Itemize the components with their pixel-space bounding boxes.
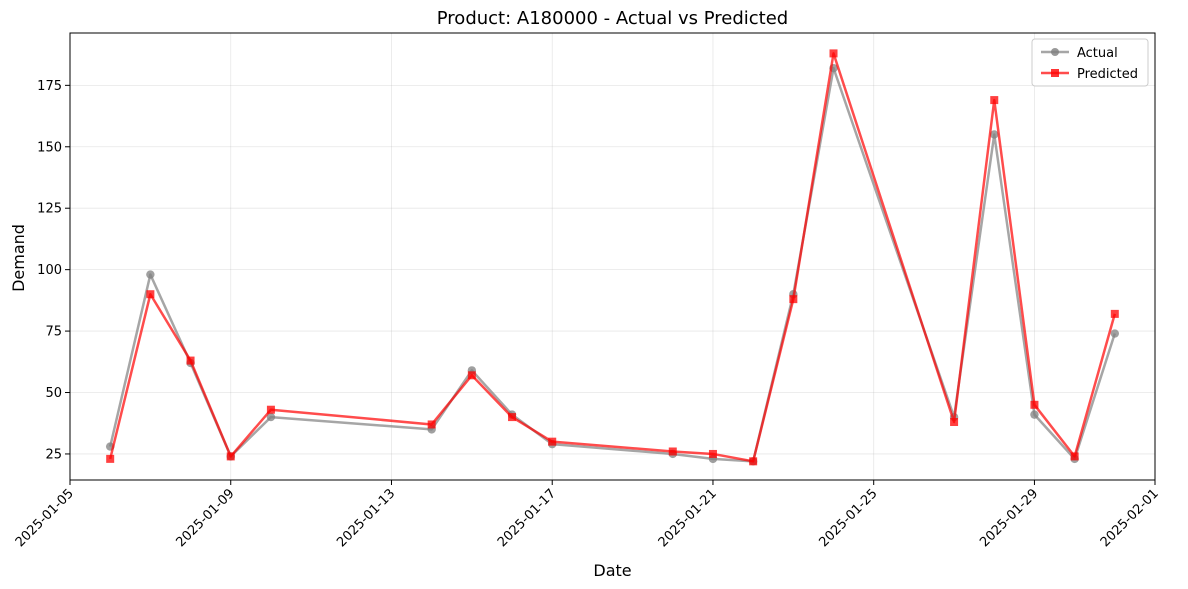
y-tick-label: 75 xyxy=(45,325,62,340)
y-tick-label: 100 xyxy=(37,263,62,278)
data-point-predicted xyxy=(106,454,115,463)
data-point-predicted xyxy=(226,452,235,461)
data-point-predicted xyxy=(548,437,557,446)
data-point-predicted xyxy=(1110,309,1119,318)
data-point-predicted xyxy=(427,420,436,429)
plot-area-frame xyxy=(69,32,1156,481)
data-point-predicted xyxy=(467,371,476,380)
data-point-predicted xyxy=(749,457,758,466)
grid-lines xyxy=(69,33,1156,480)
x-axis-label: Date xyxy=(593,561,631,580)
data-point-predicted xyxy=(990,96,999,105)
legend-marker-actual xyxy=(1051,48,1059,56)
y-tick-label: 150 xyxy=(37,140,62,155)
data-point-predicted xyxy=(668,447,677,456)
data-point-actual xyxy=(990,130,999,139)
data-point-predicted xyxy=(708,449,717,458)
y-tick-label: 50 xyxy=(45,386,62,401)
data-point-actual xyxy=(1030,410,1039,419)
data-point-actual xyxy=(1110,329,1120,338)
data-point-predicted xyxy=(789,295,798,304)
y-tick-label: 25 xyxy=(45,447,62,462)
data-point-predicted xyxy=(508,413,517,422)
series-group xyxy=(105,49,1120,466)
data-point-predicted xyxy=(829,49,838,58)
data-point-predicted xyxy=(1030,400,1039,409)
chart-title: Product: A180000 - Actual vs Predicted xyxy=(437,8,788,29)
y-axis-label: Demand xyxy=(9,224,28,292)
legend: Actual Predicted xyxy=(1031,38,1149,87)
legend-label-predicted: Predicted xyxy=(1077,67,1138,82)
data-point-predicted xyxy=(950,418,959,427)
data-point-predicted xyxy=(1070,452,1079,461)
legend-marker-predicted xyxy=(1051,69,1059,77)
data-point-actual xyxy=(266,412,276,422)
legend-label-actual: Actual xyxy=(1077,46,1118,61)
data-point-predicted xyxy=(146,290,155,299)
y-tick-label: 175 xyxy=(37,79,62,94)
y-tick-label: 125 xyxy=(37,202,62,217)
data-point-predicted xyxy=(186,356,195,365)
data-point-predicted xyxy=(266,405,275,414)
data-point-actual xyxy=(146,270,155,279)
